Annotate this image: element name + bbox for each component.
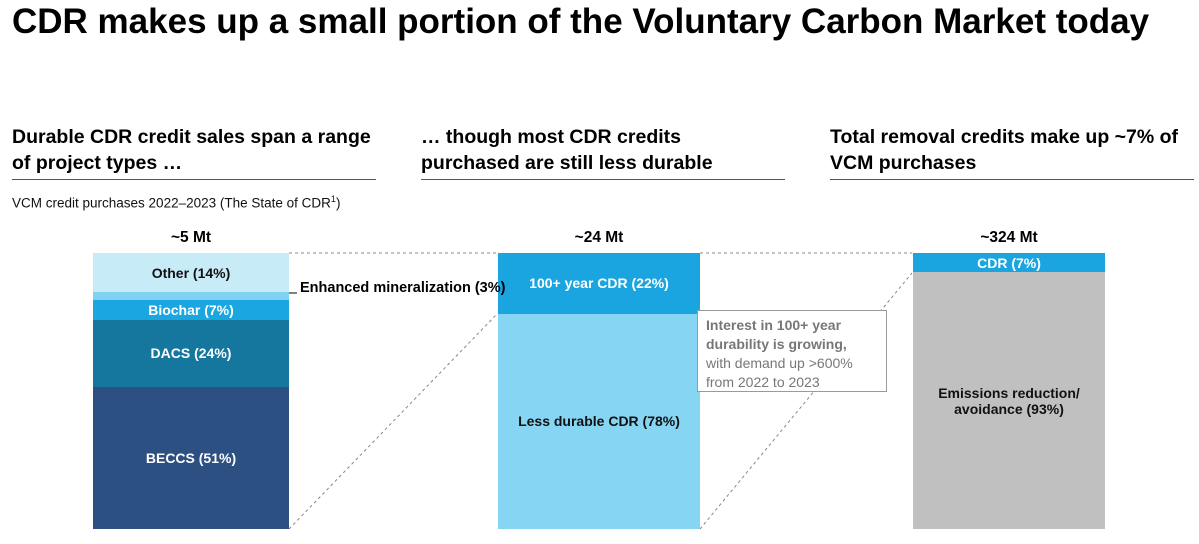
enhanced-mineralization-label: Enhanced mineralization (3%) xyxy=(300,279,505,298)
segment-label: BECCS (51%) xyxy=(145,449,237,466)
bar-segment-beccs: BECCS (51%) xyxy=(93,386,289,529)
bar-total-label: ~5 Mt xyxy=(170,229,212,246)
bar-total-label: ~24 Mt xyxy=(574,229,624,246)
page-title: CDR makes up a small portion of the Volu… xyxy=(12,2,1150,41)
subhead-right: Total removal credits make up ~7% of VCM… xyxy=(830,124,1194,180)
segment-label: CDR (7%) xyxy=(977,254,1041,271)
segment-label: DACS (24%) xyxy=(150,345,232,362)
bar-segment-cdr: CDR (7%) xyxy=(913,253,1105,273)
note-bold-text: Interest in 100+ year durability is grow… xyxy=(706,317,847,352)
bar-segment-emissions-reduction-avoidance: Emissions reduction/ avoidance (93%) xyxy=(913,272,1105,529)
enhanced-mineralization-text: Enhanced mineralization (3%) xyxy=(300,280,506,296)
note-rest-text: with demand up >600% from 2022 to 2023 xyxy=(706,355,853,390)
bar-segment-biochar: Biochar (7%) xyxy=(93,300,289,320)
subhead-left: Durable CDR credit sales span a range of… xyxy=(12,124,376,180)
subhead-middle: … though most CDR credits purchased are … xyxy=(421,124,785,180)
bar-total-label: ~324 Mt xyxy=(980,229,1038,246)
bar-segment-enhanced-mineralization xyxy=(93,292,289,301)
segment-label: 100+ year CDR (22%) xyxy=(529,275,669,292)
durability-note-box: Interest in 100+ year durability is grow… xyxy=(697,310,887,392)
bar-segment-100-year-cdr: 100+ year CDR (22%) xyxy=(498,253,700,314)
source-close: ) xyxy=(335,195,341,211)
bar-segment-dacs: DACS (24%) xyxy=(93,319,289,387)
segment-label: Other (14%) xyxy=(151,264,231,281)
source-text: VCM credit purchases 2022–2023 (The Stat… xyxy=(12,195,331,211)
footnote-marker: 1 xyxy=(330,194,336,204)
segment-label: Biochar (7%) xyxy=(148,302,234,319)
source-note: VCM credit purchases 2022–2023 (The Stat… xyxy=(12,194,340,211)
connector-line xyxy=(288,313,498,530)
segment-label: Emissions reduction/ avoidance (93%) xyxy=(938,384,1080,417)
bar-segment-other: Other (14%) xyxy=(93,253,289,293)
bar-segment-less-durable-cdr: Less durable CDR (78%) xyxy=(498,313,700,529)
segment-label: Less durable CDR (78%) xyxy=(518,413,680,430)
